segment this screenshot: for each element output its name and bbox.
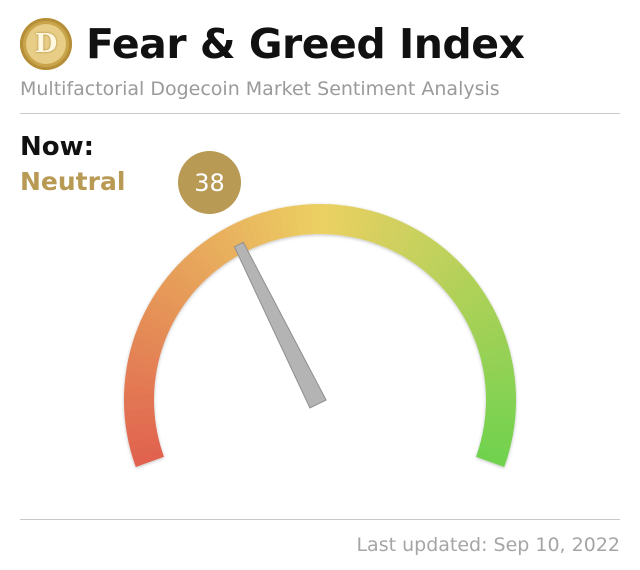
gauge-arc-segment bbox=[449, 277, 479, 303]
gauge-arc-segment bbox=[483, 422, 515, 437]
gauge-arc-segment bbox=[130, 342, 162, 360]
gauge-arc-segment bbox=[440, 264, 469, 292]
gauge-arc-segment bbox=[303, 204, 314, 235]
gauge-arc-segment bbox=[435, 259, 463, 287]
page-subtitle: Multifactorial Dogecoin Market Sentiment… bbox=[20, 78, 500, 100]
gauge-arc-segment bbox=[481, 429, 513, 445]
gauge-needle bbox=[233, 241, 327, 409]
gauge-arc-segment bbox=[485, 401, 516, 412]
gauge-arc-segment bbox=[375, 215, 395, 247]
gauge-arc-segment bbox=[424, 247, 451, 277]
divider-bottom bbox=[20, 519, 620, 520]
gauge-arc-segment bbox=[126, 358, 158, 374]
gauge-arc-segment bbox=[485, 393, 516, 403]
gauge-arc bbox=[123, 203, 516, 468]
gauge-arc-segment bbox=[189, 247, 217, 276]
sentiment-status: Neutral bbox=[20, 167, 126, 196]
gauge-arc-segment bbox=[128, 435, 160, 452]
gauge-arc-segment bbox=[430, 253, 458, 282]
gauge-arc-segment bbox=[445, 271, 474, 298]
gauge-arc-segment bbox=[368, 212, 387, 244]
gauge-arc-segment bbox=[166, 270, 196, 297]
gauge-arc-segment bbox=[453, 284, 484, 309]
gauge-arc-segment bbox=[480, 351, 513, 368]
gauge-arc-segment bbox=[479, 343, 511, 361]
page-title: Fear & Greed Index bbox=[86, 20, 525, 68]
gauge-arc-segment bbox=[348, 206, 363, 238]
gauge-arc-segment bbox=[395, 225, 418, 256]
gauge-arc-segment bbox=[157, 283, 187, 308]
gauge-arc-segment bbox=[246, 214, 266, 247]
gauge-arc-segment bbox=[401, 229, 425, 260]
gauge-arc-segment bbox=[484, 376, 516, 389]
gauge-arc-segment bbox=[172, 264, 201, 291]
gauge-arc-segment bbox=[475, 450, 507, 468]
gauge-arc-segment bbox=[278, 206, 293, 238]
gauge-arc-segment bbox=[419, 242, 445, 272]
gauge-arc-segment bbox=[132, 449, 165, 468]
gauge-arc-segment bbox=[125, 366, 157, 381]
gauge-arc-segment bbox=[407, 233, 432, 264]
gauge-arc-segment bbox=[202, 237, 228, 267]
logo-letter: D bbox=[26, 24, 66, 64]
gauge-arc-segment bbox=[294, 204, 307, 236]
gauge-arc-segment bbox=[485, 384, 516, 396]
gauge-arc-segment bbox=[209, 232, 234, 263]
gauge-arc-segment bbox=[362, 210, 379, 242]
gauge-arc-segment bbox=[216, 228, 240, 259]
gauge-arc-segment bbox=[320, 204, 330, 235]
gauge-arc-segment bbox=[477, 443, 510, 461]
gauge-arc-segment bbox=[471, 320, 503, 341]
dogecoin-logo-icon: D bbox=[20, 18, 72, 70]
gauge-arc-segment bbox=[183, 252, 211, 281]
gauge-arc-segment bbox=[238, 217, 259, 249]
gauge-arc-segment bbox=[465, 305, 497, 328]
gauge-arc-segment bbox=[254, 212, 273, 244]
divider-top bbox=[20, 113, 620, 114]
gauge-arc-segment bbox=[126, 428, 159, 443]
gauge-arc-segment bbox=[461, 298, 493, 321]
gauge-arc-segment bbox=[231, 221, 253, 252]
gauge-arc-segment bbox=[132, 334, 164, 353]
gauge-arc-segment bbox=[128, 350, 160, 367]
gauge-arc-segment bbox=[484, 415, 516, 428]
gauge-arc-segment bbox=[311, 203, 322, 235]
gauge-arc-segment bbox=[148, 297, 179, 320]
now-label: Now: bbox=[20, 132, 95, 162]
gauge-arc-segment bbox=[130, 442, 162, 460]
gauge-arc-segment bbox=[479, 436, 512, 453]
header: D Fear & Greed Index bbox=[20, 18, 525, 70]
gauge-arc-segment bbox=[140, 311, 172, 333]
index-value-badge: 38 bbox=[178, 151, 241, 214]
gauge-arc-segment bbox=[123, 391, 155, 402]
gauge-arc-segment bbox=[177, 258, 206, 286]
gauge-arc-segment bbox=[388, 221, 410, 253]
gauge-arc-segment bbox=[355, 208, 371, 240]
gauge-arc-segment bbox=[382, 218, 403, 250]
gauge-arc-segment bbox=[124, 407, 155, 419]
gauge-arc-segment bbox=[457, 291, 489, 315]
gauge-arc-segment bbox=[196, 242, 222, 272]
gauge-arc-segment bbox=[262, 210, 279, 242]
gauge-arc-segment bbox=[270, 208, 286, 240]
gauge-arc-segment bbox=[144, 304, 176, 327]
gauge-arc-segment bbox=[474, 327, 506, 347]
gauge-arc-segment bbox=[161, 276, 192, 302]
last-updated-text: Last updated: Sep 10, 2022 bbox=[356, 534, 620, 556]
gauge-arc-segment bbox=[152, 289, 183, 314]
gauge-arc-segment bbox=[137, 319, 169, 340]
gauge-arc-segment bbox=[413, 237, 439, 268]
gauge-arc-segment bbox=[341, 205, 355, 237]
gauge-arc-segment bbox=[468, 312, 500, 334]
gauge-arc-segment bbox=[124, 400, 155, 410]
gauge-arc-segment bbox=[476, 335, 509, 354]
gauge-arc-segment bbox=[134, 326, 167, 346]
